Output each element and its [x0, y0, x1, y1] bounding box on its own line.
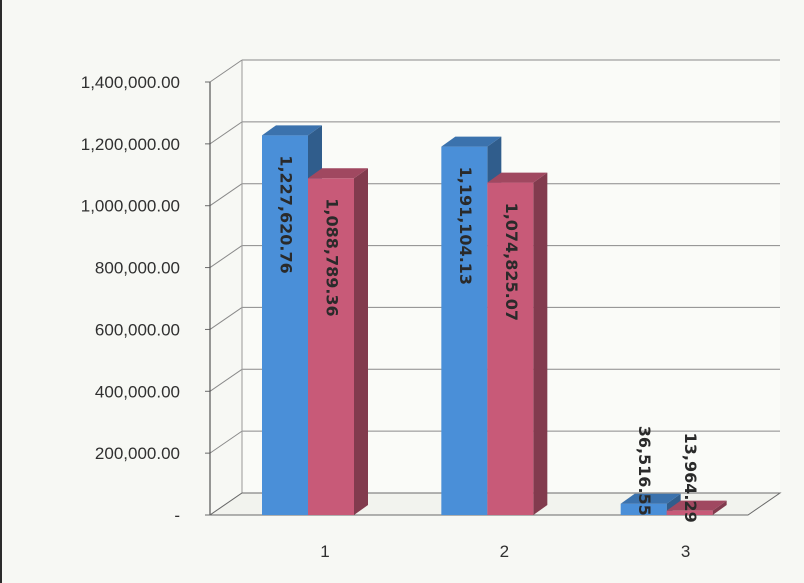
gridline-side [209, 368, 243, 392]
data-label: 1,074,825.07 [502, 203, 521, 321]
data-label: 13,964.29 [681, 433, 700, 523]
y-tick-label: 200,000.00 [95, 444, 180, 463]
bar [666, 510, 713, 515]
bar-side [354, 168, 368, 516]
bar [487, 182, 534, 515]
y-tick-label: 600,000.00 [95, 320, 180, 339]
y-tick-label: 1,200,000.00 [81, 135, 180, 154]
bar-side [533, 172, 548, 515]
y-tick-label: 400,000.00 [95, 382, 180, 401]
x-category-label: 1 [320, 542, 329, 561]
y-tick-label: 1,000,000.00 [81, 197, 180, 216]
bar-top [441, 136, 502, 147]
gridline-side [209, 121, 243, 145]
y-tick-label: - [174, 506, 180, 525]
data-label: 1,088,789.36 [323, 198, 342, 316]
data-label: 36,516.55 [635, 426, 654, 516]
bar-top [620, 493, 681, 504]
y-tick-label: 1,400,000.00 [81, 73, 180, 92]
bar [441, 146, 488, 515]
bar-side [712, 500, 727, 515]
gridline-side [209, 59, 243, 83]
data-label: 1,227,620.76 [277, 155, 296, 273]
y-tick-label: 800,000.00 [95, 259, 180, 278]
bar-top [487, 172, 548, 183]
x-category-label: 3 [681, 542, 690, 561]
data-label: 1,191,104.13 [456, 167, 475, 285]
bar-top [308, 168, 368, 179]
gridline-side [209, 245, 243, 268]
gridline-side [209, 307, 243, 330]
x-category-label: 2 [500, 542, 509, 561]
bar-top [666, 500, 727, 511]
bar [308, 178, 354, 516]
gridline-side [209, 183, 243, 207]
bar-top [262, 125, 322, 136]
gridline-side [209, 430, 243, 454]
bar [620, 503, 667, 515]
bar [262, 135, 308, 515]
